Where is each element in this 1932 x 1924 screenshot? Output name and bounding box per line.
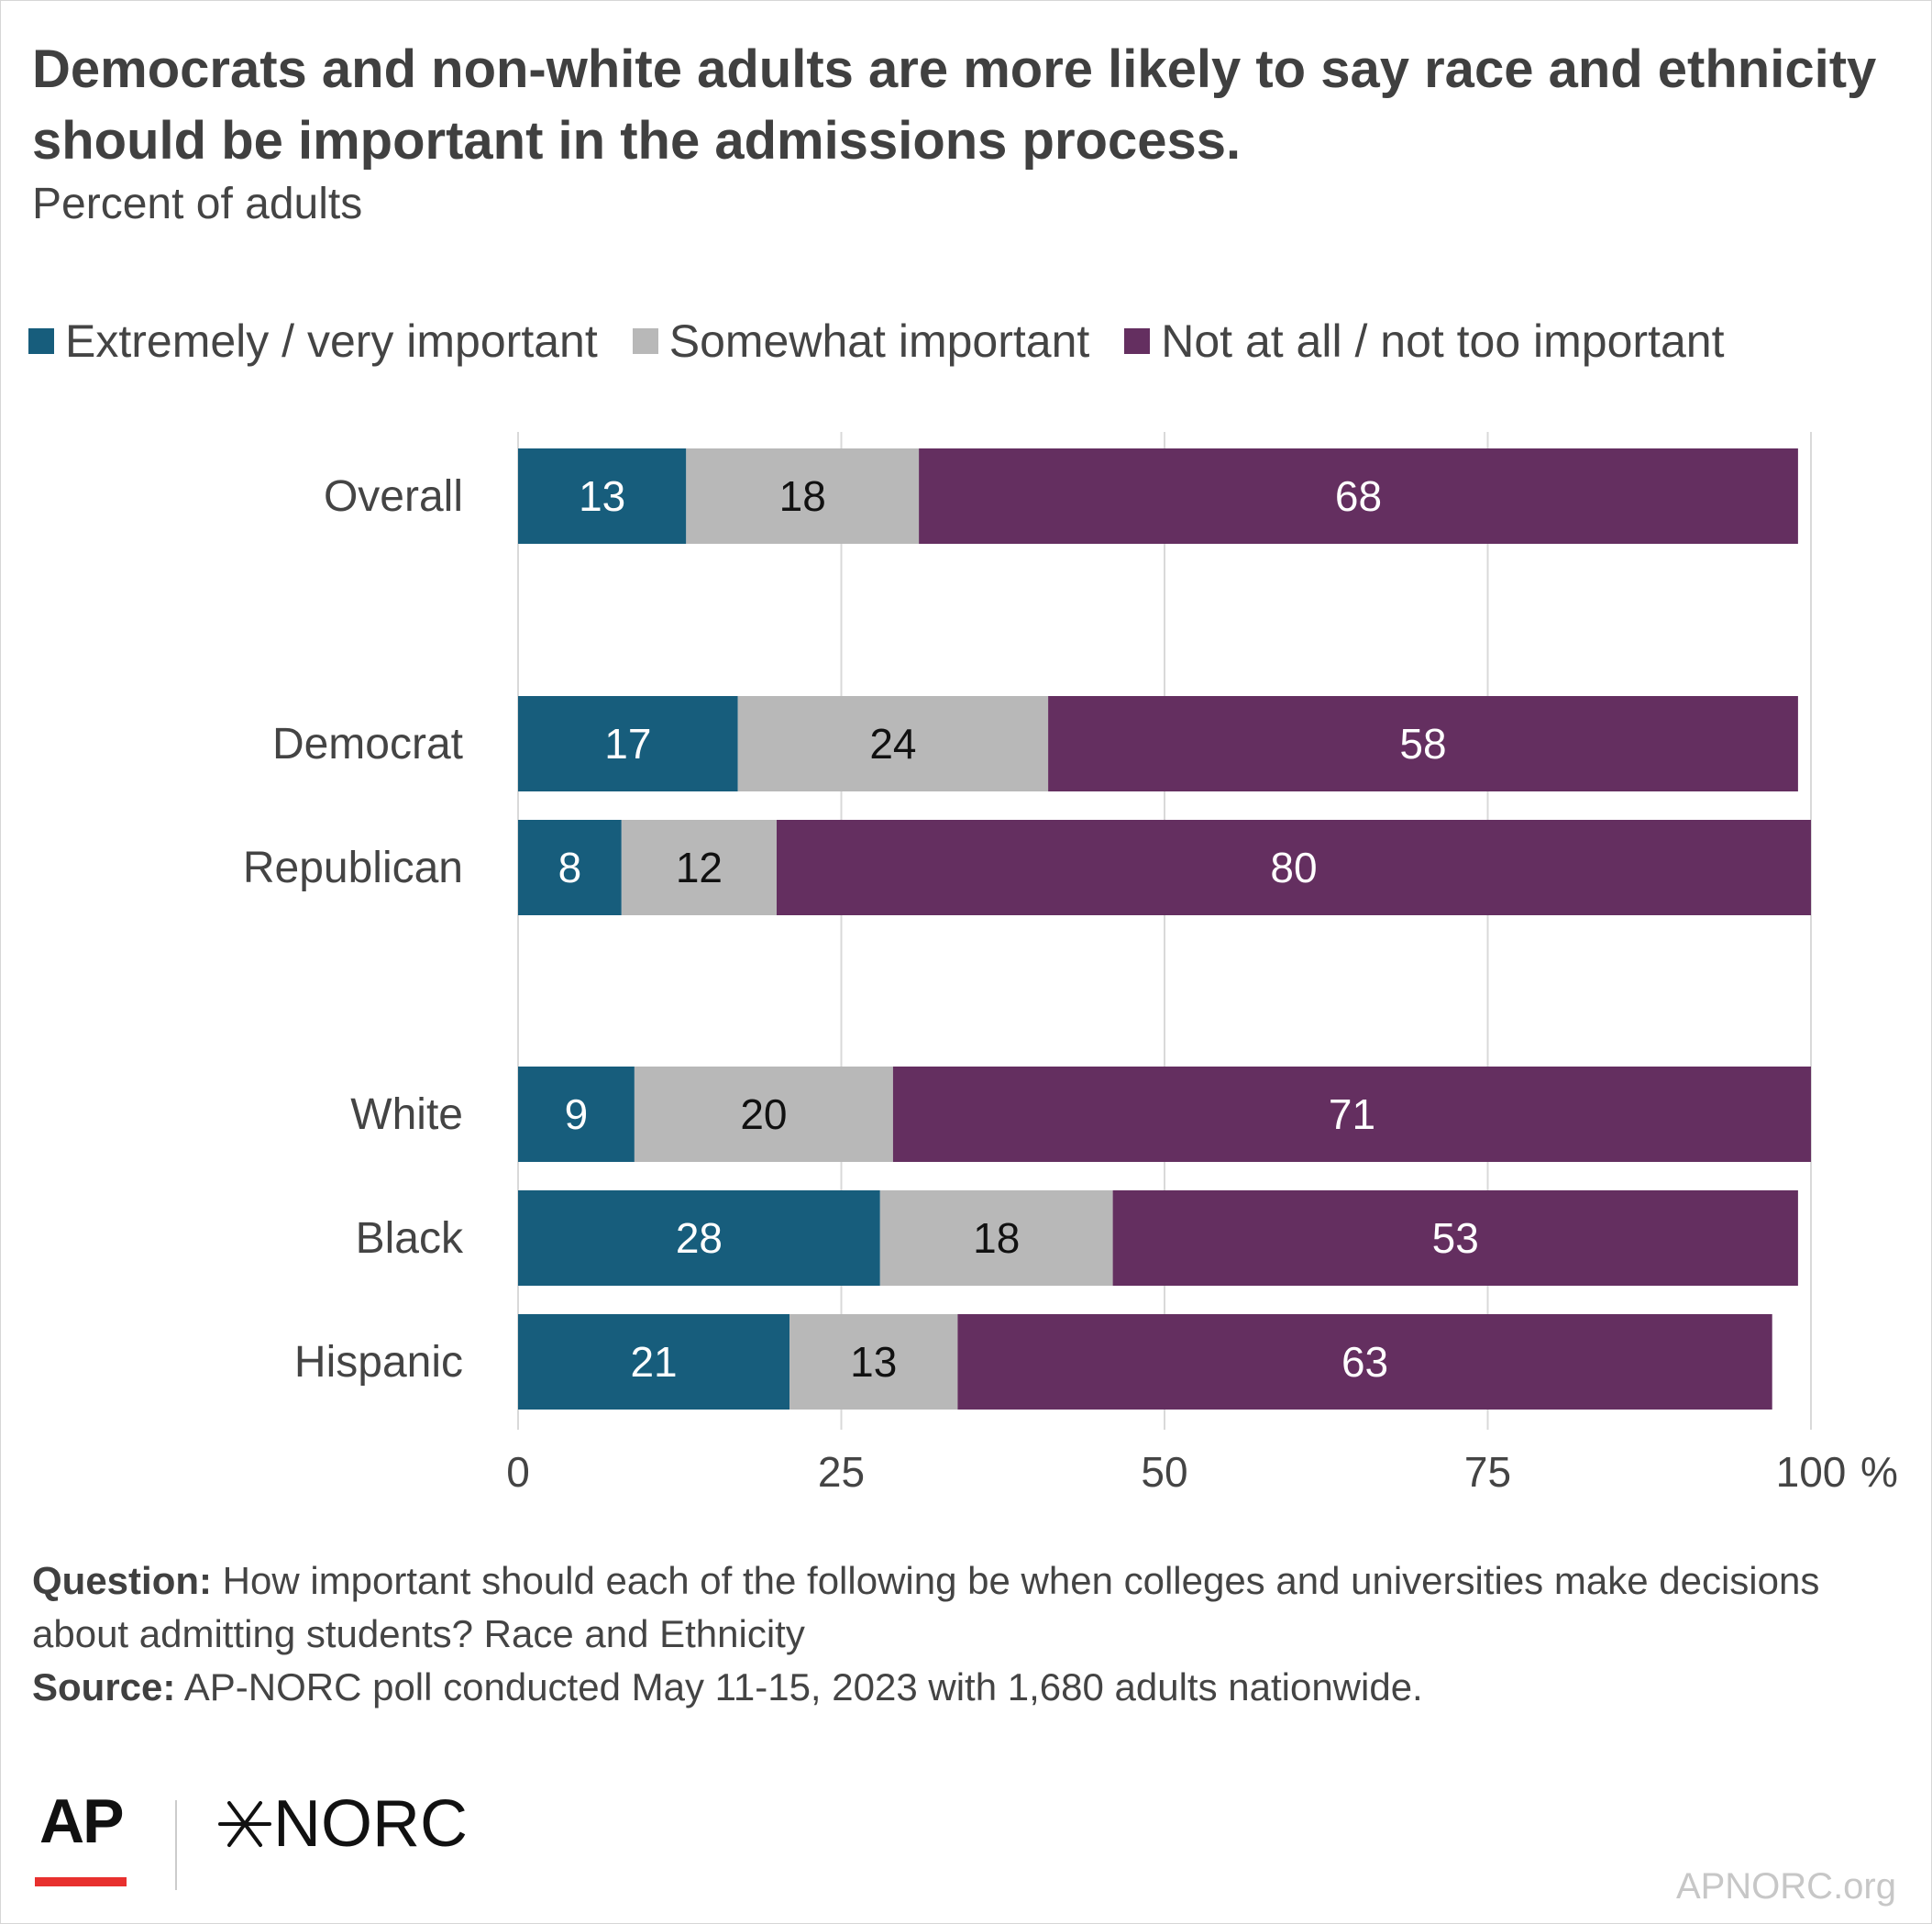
bar-democrat-series-3 bbox=[1048, 696, 1798, 791]
legend-swatch-icon bbox=[1124, 328, 1151, 354]
category-label-democrat: Democrat bbox=[272, 720, 463, 768]
bar-white-series-2 bbox=[634, 1067, 893, 1162]
category-label-black: Black bbox=[356, 1214, 464, 1263]
x-tick-label-75: 75 bbox=[1464, 1448, 1511, 1496]
question-note: Question: How important should each of t… bbox=[32, 1554, 1903, 1661]
data-label-overall-series-1: 13 bbox=[579, 472, 625, 520]
data-label-democrat-series-1: 17 bbox=[604, 720, 651, 768]
bar-hispanic-series-2 bbox=[789, 1314, 958, 1410]
chart-legend: Extremely / very important Somewhat impo… bbox=[28, 309, 1724, 373]
chart-subtitle: Percent of adults bbox=[32, 180, 363, 228]
bar-white-series-1 bbox=[518, 1067, 635, 1162]
legend-label: Not at all / not too important bbox=[1161, 315, 1725, 367]
data-label-white-series-1: 9 bbox=[565, 1090, 589, 1138]
legend-swatch-icon bbox=[632, 328, 658, 354]
data-label-white-series-3: 71 bbox=[1329, 1090, 1375, 1138]
source-note: Source: AP-NORC poll conducted May 11-15… bbox=[32, 1661, 1903, 1714]
bar-overall-series-1 bbox=[518, 448, 687, 544]
question-text: How important should each of the followi… bbox=[32, 1559, 1820, 1655]
bar-republican-series-2 bbox=[621, 820, 777, 915]
bar-hispanic-series-1 bbox=[518, 1314, 790, 1410]
bar-democrat-series-1 bbox=[518, 696, 738, 791]
bar-hispanic-series-3 bbox=[957, 1314, 1772, 1410]
data-label-democrat-series-2: 24 bbox=[869, 720, 916, 768]
data-label-black-series-3: 53 bbox=[1432, 1214, 1479, 1262]
bar-black-series-3 bbox=[1112, 1190, 1798, 1286]
asterisk-star-icon bbox=[218, 1801, 271, 1847]
bar-republican-series-1 bbox=[518, 820, 622, 915]
bar-overall-series-3 bbox=[919, 448, 1798, 544]
bar-black-series-2 bbox=[879, 1190, 1113, 1286]
data-label-hispanic-series-1: 21 bbox=[630, 1338, 677, 1386]
category-label-overall: Overall bbox=[324, 472, 463, 521]
question-label: Question: bbox=[32, 1559, 212, 1602]
data-label-black-series-2: 18 bbox=[973, 1214, 1020, 1262]
bar-democrat-series-2 bbox=[737, 696, 1049, 791]
chart-title: Democrats and non-white adults are more … bbox=[32, 39, 1877, 171]
x-tick-label-50: 50 bbox=[1141, 1448, 1187, 1496]
data-label-hispanic-series-3: 63 bbox=[1341, 1338, 1388, 1386]
data-label-overall-series-3: 68 bbox=[1335, 472, 1382, 520]
logo-divider bbox=[175, 1800, 177, 1890]
x-axis-unit-label: % bbox=[1860, 1448, 1898, 1496]
data-label-republican-series-1: 8 bbox=[558, 844, 582, 891]
bar-overall-series-2 bbox=[686, 448, 920, 544]
data-label-white-series-2: 20 bbox=[740, 1090, 787, 1138]
data-label-hispanic-series-2: 13 bbox=[850, 1338, 897, 1386]
bar-republican-series-3 bbox=[777, 820, 1811, 915]
legend-item-extremely-very: Extremely / very important bbox=[28, 315, 598, 368]
norc-logo-text: NORC bbox=[273, 1787, 468, 1861]
legend-label: Somewhat important bbox=[668, 315, 1090, 367]
data-label-democrat-series-3: 58 bbox=[1399, 720, 1446, 768]
legend-item-not-at-all: Not at all / not too important bbox=[1124, 315, 1724, 368]
stacked-bar-chart: 13 18 68 Overall 17 24 58 Democrat 8 12 80 Republic… bbox=[243, 432, 1898, 1496]
category-label-republican: Republican bbox=[243, 844, 463, 892]
data-label-republican-series-3: 80 bbox=[1270, 844, 1317, 891]
category-label-hispanic: Hispanic bbox=[294, 1338, 463, 1387]
bar-black-series-1 bbox=[518, 1190, 880, 1286]
category-label-white: White bbox=[350, 1090, 463, 1139]
chart-footer: Question: How important should each of t… bbox=[32, 1554, 1903, 1714]
source-text: AP-NORC poll conducted May 11-15, 2023 w… bbox=[183, 1665, 1423, 1708]
source-label: Source: bbox=[32, 1665, 176, 1708]
data-label-black-series-1: 28 bbox=[676, 1214, 723, 1262]
x-tick-label-100: 100 bbox=[1776, 1448, 1847, 1496]
data-label-republican-series-2: 12 bbox=[676, 844, 723, 891]
x-tick-label-0: 0 bbox=[506, 1448, 530, 1496]
apnorc-credit: APNORC.org bbox=[1675, 1866, 1896, 1907]
x-tick-label-25: 25 bbox=[818, 1448, 865, 1496]
data-label-overall-series-2: 18 bbox=[779, 472, 826, 520]
legend-label: Extremely / very important bbox=[65, 315, 598, 367]
legend-item-somewhat: Somewhat important bbox=[632, 315, 1090, 368]
ap-logo: AP bbox=[39, 1786, 124, 1856]
legend-swatch-icon bbox=[28, 328, 54, 354]
norc-logo: NORC bbox=[216, 1787, 468, 1861]
ap-logo-underline bbox=[35, 1877, 127, 1886]
bar-white-series-3 bbox=[892, 1067, 1811, 1162]
